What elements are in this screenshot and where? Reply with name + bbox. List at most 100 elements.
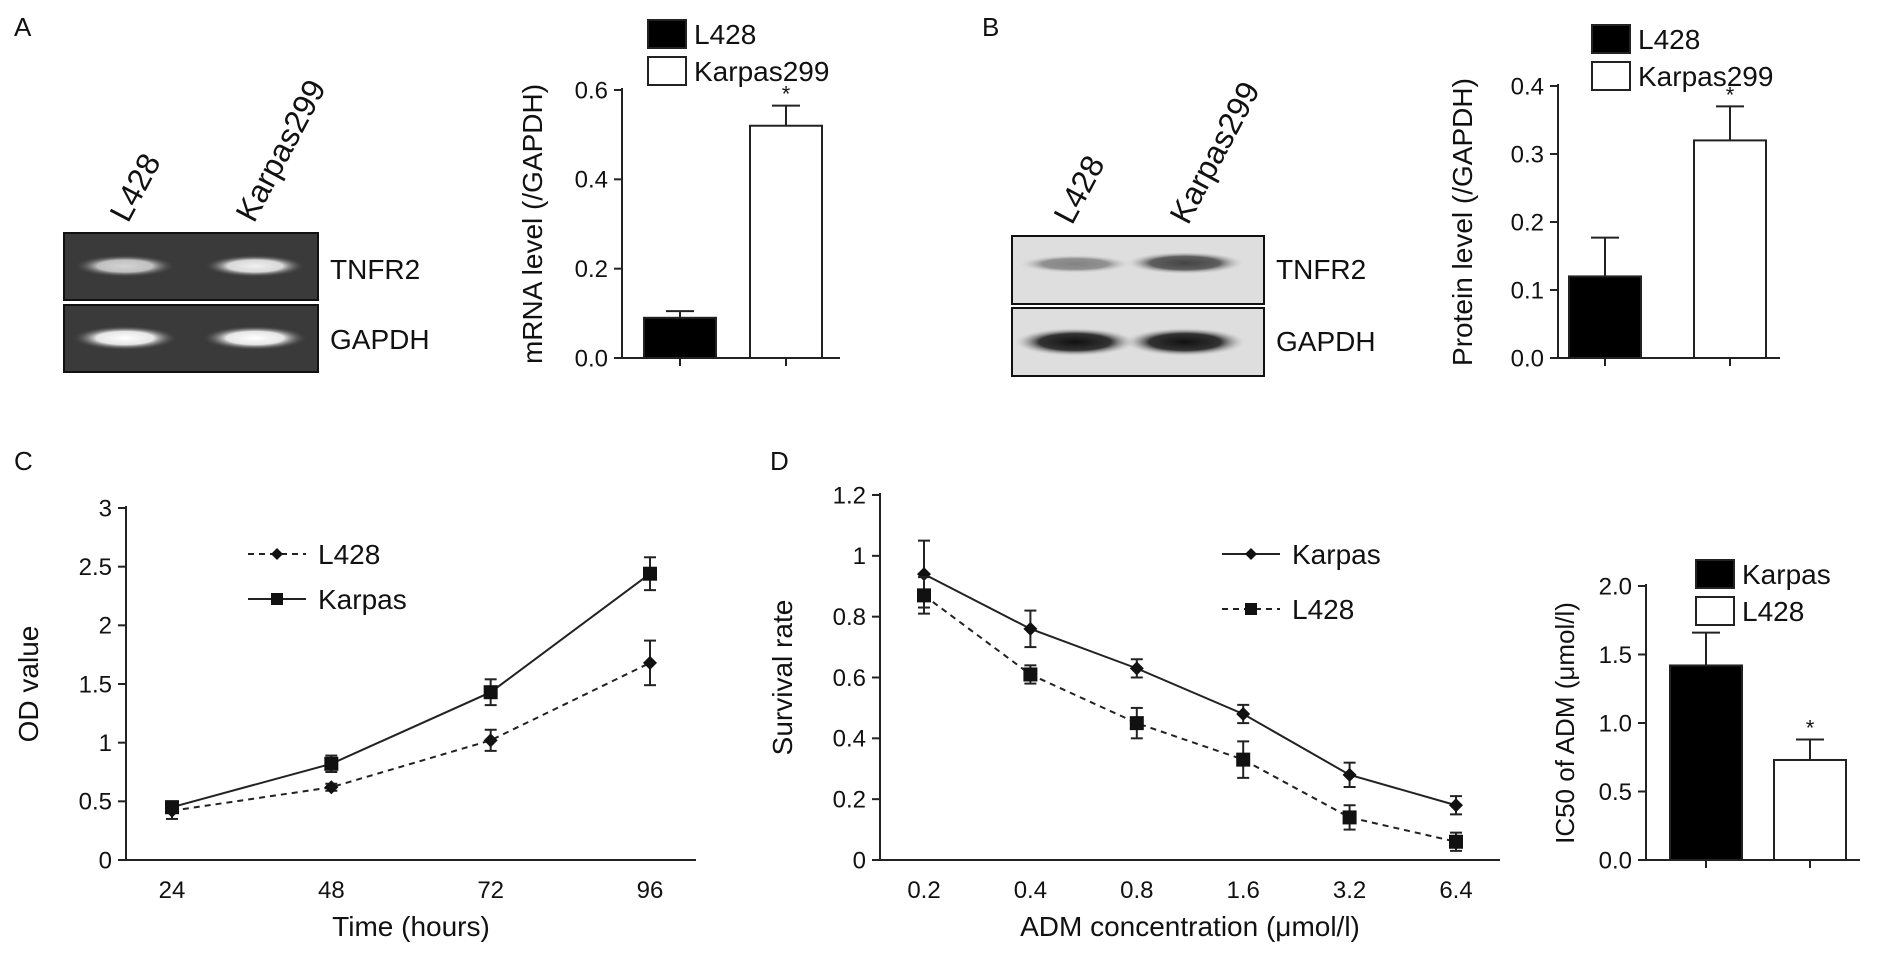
chart-d-ic50-bar: 0.0 0.5 1.0 1.5 2.0 IC50 of ADM (μmol/l) * Karp…	[1550, 559, 1860, 874]
y-axis-title: Protein level (/GAPDH)	[1447, 78, 1478, 366]
data-point	[483, 685, 498, 700]
blot-panel-b: L428 Karpas299 TNFR2 GAPDH	[1011, 76, 1376, 377]
legend-swatch	[1591, 61, 1631, 91]
y-tick-label: 3	[99, 495, 112, 522]
y-tick-label: 0.6	[833, 665, 866, 692]
data-point	[1023, 667, 1038, 682]
bar-0	[643, 316, 717, 359]
blot-band-gapdh-l428	[1015, 328, 1135, 356]
data-point	[1449, 834, 1463, 849]
legend-swatch	[1695, 559, 1735, 589]
legend-marker	[1245, 548, 1257, 560]
x-tick-label: 1.6	[1227, 877, 1260, 904]
legend-swatch	[1695, 596, 1735, 626]
data-point	[1236, 752, 1251, 767]
x-axis-title: Time (hours)	[332, 911, 490, 942]
y-tick-label: 0.5	[79, 789, 112, 816]
data-point	[324, 780, 339, 795]
series-line-1	[923, 594, 1457, 843]
legend-marker	[1245, 603, 1257, 615]
gel-lane-label-l428: L428	[102, 148, 167, 228]
y-axis-title: OD value	[13, 626, 44, 743]
y-tick-label: 1	[853, 543, 866, 570]
data-point	[483, 733, 498, 748]
y-tick-label: 0	[853, 847, 866, 874]
chart-c-od-line: 0 0.5 1 1.5 2 2.5 3 OD value 24 48 72 96 Time (hours…	[13, 495, 696, 942]
data-point	[1023, 621, 1038, 636]
y-axis-title: Survival rate	[767, 600, 798, 756]
blot-lane-label-karpas299: Karpas299	[1162, 76, 1266, 230]
bar-1	[1773, 758, 1847, 861]
x-tick-label: 0.8	[1120, 877, 1153, 904]
series-line-0	[923, 573, 1457, 807]
y-tick-label: 0.4	[1511, 73, 1544, 100]
series-line-1	[171, 572, 651, 809]
gel-band-tnfr2-karpas299	[205, 255, 305, 277]
y-tick-label: 0.0	[1511, 345, 1544, 372]
blot-band-gapdh-karpas299	[1125, 328, 1245, 356]
legend-label: L428	[1638, 24, 1700, 55]
x-tick-label: 6.4	[1439, 877, 1472, 904]
legend-label: Karpas	[1742, 559, 1831, 590]
x-tick-label: 48	[318, 877, 345, 904]
x-tick-label: 0.4	[1014, 877, 1047, 904]
bar-1	[749, 124, 823, 359]
blot-row-label-tnfr2: TNFR2	[1276, 254, 1366, 285]
y-tick-label: 0.1	[1511, 277, 1544, 304]
y-tick-label: 0.3	[1511, 141, 1544, 168]
gel-band-tnfr2-l428	[75, 255, 175, 277]
gel-band-gapdh-karpas299	[203, 326, 307, 350]
data-point	[1129, 661, 1144, 676]
significance-mark: *	[782, 82, 791, 107]
legend-swatch	[1591, 24, 1631, 54]
gel-row-label-gapdh: GAPDH	[330, 324, 430, 355]
legend-swatch	[647, 19, 687, 49]
data-point	[1236, 707, 1251, 721]
data-point	[1342, 810, 1357, 825]
panel-letter-a: A	[14, 12, 32, 42]
y-axis-title: mRNA level (/GAPDH)	[517, 84, 548, 364]
x-tick-label: 3.2	[1333, 877, 1366, 904]
panel-letter-b: B	[982, 12, 999, 42]
y-tick-label: 0.4	[575, 167, 608, 194]
gel-lane-label-karpas299: Karpas299	[228, 74, 332, 228]
gel-panel-a: L428 Karpas299 TNFR2 GAPDH	[63, 74, 430, 373]
data-point	[1129, 716, 1144, 731]
legend-swatch	[647, 56, 687, 86]
data-point	[643, 566, 657, 581]
data-point	[643, 655, 657, 670]
legend-label: L428	[1742, 596, 1804, 627]
y-tick-label: 1.5	[1599, 642, 1632, 669]
y-tick-label: 0.4	[833, 726, 866, 753]
legend-label: Karpas299	[694, 56, 829, 87]
legend-label: Karpas299	[1638, 61, 1773, 92]
y-tick-label: 2.5	[79, 554, 112, 581]
chart-d-survival-line: 0 0.2 0.4 0.6 0.8 1 1.2 Survival rate 0.2 0.4 0.8 1…	[767, 482, 1500, 942]
data-point	[1449, 798, 1463, 813]
legend-label: L428	[694, 19, 756, 50]
y-tick-label: 0.6	[575, 77, 608, 104]
y-tick-label: 0.0	[1599, 847, 1632, 874]
y-tick-label: 0.2	[575, 256, 608, 283]
x-tick-label: 0.2	[907, 877, 940, 904]
legend-label: Karpas	[1292, 539, 1381, 570]
gel-row-label-tnfr2: TNFR2	[330, 254, 420, 285]
legend-label: Karpas	[318, 584, 407, 615]
chart-b-protein-bar: 0.0 0.1 0.2 0.3 0.4 Protein level (/GAPDH) * L4…	[1447, 24, 1780, 372]
y-axis-title: IC50 of ADM (μmol/l)	[1550, 602, 1580, 844]
panel-letter-d: D	[770, 446, 789, 476]
y-tick-label: 0.2	[833, 787, 866, 814]
legend-marker	[271, 593, 283, 605]
gel-band-gapdh-l428	[73, 326, 177, 350]
bar-0	[1669, 664, 1743, 862]
series-line-0	[171, 661, 651, 812]
data-point	[165, 800, 179, 815]
y-tick-label: 1	[99, 730, 112, 757]
blot-band-tnfr2-karpas299	[1127, 252, 1243, 274]
y-tick-label: 1.0	[1599, 710, 1632, 737]
y-tick-label: 1.5	[79, 671, 112, 698]
significance-mark: *	[1806, 715, 1815, 740]
x-tick-label: 96	[637, 877, 664, 904]
data-point	[917, 588, 931, 603]
x-tick-label: 24	[159, 877, 186, 904]
